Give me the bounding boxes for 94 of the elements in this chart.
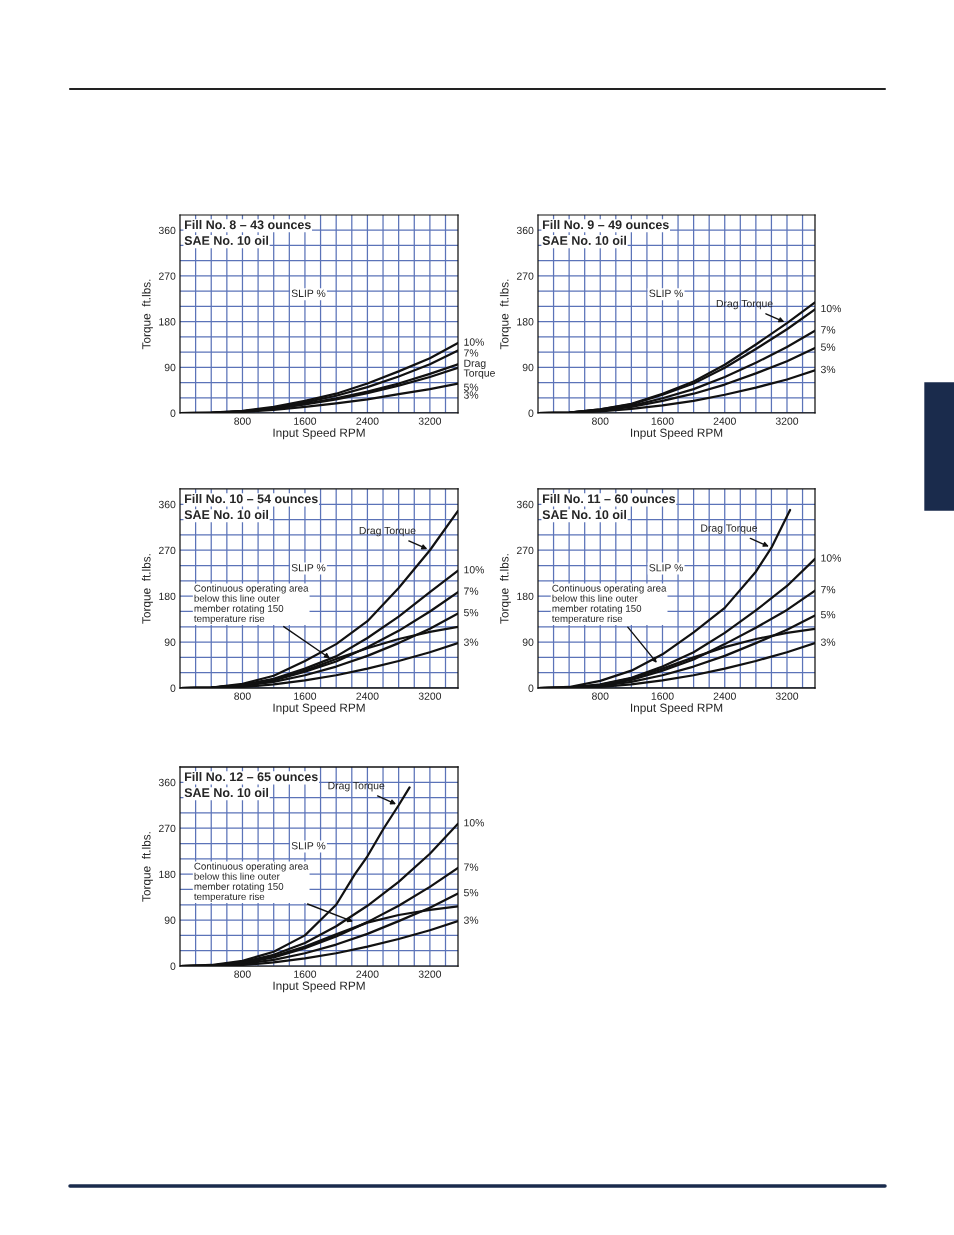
series-label: 10%: [464, 819, 485, 827]
series-label: 7%: [821, 326, 836, 334]
y-tick-label: 360: [158, 778, 176, 787]
y-tick-label: 180: [517, 318, 534, 326]
text: SAE No. 10 oil: [542, 235, 627, 245]
series-label: 10%: [821, 304, 842, 313]
chart-title: Fill No. 10 – 54 ounces: [185, 493, 318, 504]
series-label: 5%: [463, 383, 479, 391]
y-tick-label: 180: [159, 318, 176, 326]
y-axis-title: Torque ft.lbs.: [499, 554, 511, 624]
annotation: Continuous operating area below this line outer member rotating 150 temperature rise: [552, 584, 667, 624]
annotation: SLIP %: [649, 564, 683, 572]
y-tick-label: 360: [516, 226, 534, 235]
y-tick-label: 180: [159, 592, 176, 601]
y-tick-label: 360: [158, 500, 176, 509]
y-tick-label: 270: [158, 546, 176, 555]
y-tick-label: 0: [170, 962, 176, 970]
annotation: SLIP %: [291, 564, 326, 572]
y-tick-label: 360: [516, 500, 534, 509]
y-axis-title: Torque ft.lbs.: [141, 832, 153, 902]
x-tick-label: 2400: [713, 692, 736, 700]
x-axis-title: Input Speed RPM: [631, 428, 723, 440]
series-label: 7%: [464, 587, 479, 595]
x-tick-label: 2400: [713, 417, 736, 425]
series-label: Drag Torque: [463, 359, 495, 379]
x-axis-title: Input Speed RPM: [273, 428, 365, 440]
y-axis-title: Torque ft.lbs.: [141, 554, 153, 624]
y-tick-label: 0: [528, 409, 534, 417]
series-label: 10%: [464, 566, 485, 574]
series-label: 3%: [820, 638, 836, 646]
y-axis-title: Torque ft.lbs.: [499, 279, 511, 350]
series-label: 7%: [464, 349, 479, 357]
y-tick-label: 90: [164, 916, 176, 924]
series-label: 5%: [820, 611, 836, 619]
y-tick-label: 90: [164, 363, 176, 372]
x-tick-label: 3200: [418, 970, 442, 978]
y-tick-label: 90: [522, 638, 534, 646]
x-tick-label: 800: [234, 692, 251, 700]
series-label: 7%: [821, 586, 836, 594]
series-label: 7%: [464, 863, 479, 871]
y-tick-label: 270: [158, 824, 176, 833]
annotation: SLIP %: [291, 842, 326, 850]
x-tick-label: 2400: [356, 970, 379, 978]
chart-title: Fill No. 9 – 49 ounces: [542, 219, 669, 230]
series-label: 3%: [463, 391, 479, 399]
x-tick-label: 800: [234, 970, 251, 978]
y-tick-label: 270: [516, 272, 534, 280]
x-tick-label: 1600: [651, 417, 674, 425]
text: SAE No. 10 oil: [184, 509, 269, 520]
text: SAE No. 10 oil: [184, 787, 269, 798]
series-label: 10%: [821, 554, 842, 562]
x-tick-label: 1600: [294, 417, 317, 425]
y-tick-label: 0: [170, 409, 176, 417]
annotation: Continuous operating area below this line outer member rotating 150 temperature rise: [194, 862, 309, 902]
x-tick-label: 1600: [294, 692, 317, 700]
x-tick-label: 2400: [356, 692, 379, 700]
x-tick-label: 2400: [356, 417, 379, 425]
x-tick-label: 1600: [294, 970, 317, 978]
x-tick-label: 3200: [775, 417, 799, 425]
y-tick-label: 0: [528, 684, 534, 692]
annotation: SLIP %: [291, 289, 326, 297]
series-label: 3%: [463, 638, 479, 646]
x-tick-label: 800: [234, 417, 251, 425]
y-tick-label: 90: [522, 363, 534, 372]
y-tick-label: 180: [159, 870, 176, 879]
series-label: 5%: [463, 889, 479, 897]
series-label: 3%: [463, 916, 479, 924]
series-label: 5%: [463, 608, 479, 617]
y-axis-title: Torque ft.lbs.: [141, 279, 153, 350]
x-tick-label: 800: [592, 417, 609, 425]
chart-title: Fill No. 12 – 65 ounces: [185, 771, 318, 782]
series-label: 5%: [820, 343, 836, 351]
annotation: SLIP %: [649, 289, 683, 297]
series-label: 10%: [464, 338, 485, 346]
x-axis-title: Input Speed RPM: [273, 981, 365, 993]
chart-title: Fill No. 8 – 43 ounces: [185, 219, 311, 230]
y-tick-label: 0: [170, 684, 176, 692]
series-label: 3%: [820, 365, 836, 374]
x-axis-title: Input Speed RPM: [631, 703, 723, 715]
text: SAE No. 10 oil: [542, 509, 627, 520]
x-axis-title: Input Speed RPM: [273, 703, 365, 715]
x-tick-label: 800: [592, 692, 609, 700]
x-tick-label: 3200: [775, 692, 799, 700]
x-tick-label: 3200: [418, 417, 442, 425]
y-tick-label: 270: [516, 546, 534, 555]
chart-title: Fill No. 11 – 60 ounces: [542, 493, 676, 504]
x-tick-label: 3200: [418, 692, 442, 700]
y-tick-label: 360: [158, 226, 176, 235]
y-tick-label: 270: [158, 272, 176, 280]
annotation: Continuous operating area below this line outer member rotating 150 temperature rise: [194, 584, 309, 624]
text: SAE No. 10 oil: [184, 235, 269, 245]
y-tick-label: 180: [517, 592, 534, 601]
y-tick-label: 90: [164, 638, 176, 646]
x-tick-label: 1600: [651, 692, 674, 700]
